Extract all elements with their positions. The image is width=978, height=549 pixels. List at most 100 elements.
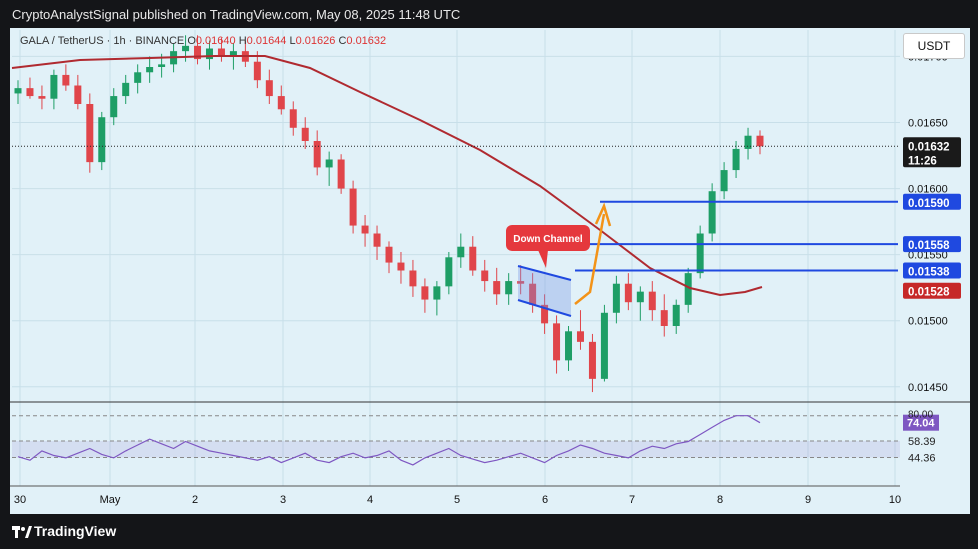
y-tick-label: 0.01550 (908, 250, 948, 262)
candle-body (457, 246, 465, 258)
rsi-value-badge (903, 414, 939, 431)
level-badge-text: 0.01558 (908, 240, 950, 252)
level-badge-text: 0.01538 (908, 267, 950, 279)
candle-body (624, 283, 632, 303)
down-channel-upper (517, 265, 572, 281)
candle-body (732, 148, 740, 171)
candle-body (720, 170, 728, 192)
candle-body (265, 80, 273, 97)
legend-high: 0.01644 (246, 35, 287, 47)
candle-body (122, 82, 130, 97)
rsi-band-upper-label: 58.39 (908, 436, 936, 448)
candle-body (38, 96, 46, 99)
candle-body (277, 96, 285, 110)
publish-text: CryptoAnalystSignal published on Trading… (12, 7, 461, 22)
rsi-band (12, 441, 900, 458)
candle-body (756, 135, 764, 147)
legend-low: 0.01626 (295, 35, 336, 47)
x-tick-label: 4 (367, 494, 373, 506)
candle-body (98, 117, 106, 163)
candle-body (493, 281, 501, 295)
last-price-badge-text: 11:26 (908, 155, 937, 167)
x-tick-label: May (100, 494, 121, 506)
candle-body (62, 74, 70, 86)
candle-body (600, 312, 608, 379)
candle-body (158, 64, 166, 67)
candle-body (289, 109, 297, 128)
candle-body (553, 323, 561, 361)
candle-body (14, 88, 22, 94)
candle-body (648, 291, 656, 311)
candle-body (349, 188, 357, 226)
rsi-line (17, 415, 761, 466)
y-tick-label: 0.01450 (908, 382, 948, 394)
candle-body (26, 88, 34, 97)
x-tick-label: 5 (454, 494, 460, 506)
publish-header: CryptoAnalystSignal published on Trading… (0, 0, 978, 28)
x-tick-label: 10 (889, 494, 901, 506)
candle-body (505, 281, 513, 295)
candle-body (696, 233, 704, 274)
ma-badge-text: 0.01528 (908, 287, 950, 299)
candle-body (205, 48, 213, 60)
candle-body (481, 270, 489, 282)
moving-average-line (11, 55, 763, 297)
candle-body (253, 61, 261, 81)
annotation-box (506, 225, 590, 251)
x-tick-label: 30 (14, 494, 26, 506)
candle-body (182, 45, 190, 52)
candle-body (313, 141, 321, 168)
level-badge (903, 262, 961, 279)
candle-body (612, 283, 620, 313)
candle-body (576, 331, 584, 342)
level-badge-text: 0.01590 (908, 198, 950, 210)
rsi-value-label: 74.04 (907, 418, 935, 430)
candle-body (541, 304, 549, 324)
candle-body (409, 270, 417, 287)
candle-body (588, 341, 596, 379)
legend-high-label: H (238, 35, 247, 47)
candle-body (708, 191, 716, 234)
level-badge (903, 193, 961, 210)
candle-body (74, 85, 82, 104)
candle-body (421, 286, 429, 300)
candle-body (636, 291, 644, 303)
candle-body (337, 159, 345, 189)
x-tick-label: 3 (280, 494, 286, 506)
last-price-badge (903, 137, 961, 168)
candle-body (217, 48, 225, 57)
candle-body (397, 262, 405, 271)
candle-body (373, 233, 381, 247)
candle-body (146, 67, 154, 73)
y-tick-label: 0.01500 (908, 316, 948, 328)
y-tick-label: 0.01600 (908, 184, 948, 196)
rsi-band-lower-label: 44.36 (908, 452, 936, 464)
candle-body (529, 283, 537, 305)
level-badge (903, 236, 961, 253)
legend-close: 0.01632 (346, 35, 387, 47)
last-price-badge-text: 0.01632 (908, 141, 950, 153)
candle-body (565, 331, 573, 361)
legend-open: 0.01640 (195, 35, 236, 47)
candle-body (684, 273, 692, 305)
y-tick-label: 0.01650 (908, 118, 948, 130)
tradingview-brand: TradingView (34, 523, 117, 539)
x-tick-label: 7 (629, 494, 635, 506)
candle-body (433, 286, 441, 300)
candle-body (86, 104, 94, 163)
x-tick-label: 2 (192, 494, 198, 506)
candle-body (134, 72, 142, 83)
rsi-upper-label: 80.00 (908, 410, 933, 421)
symbol-legend: GALA / TetherUS · 1h · BINANCE O0.01640 … (20, 35, 386, 47)
x-tick-label: 8 (717, 494, 723, 506)
currency-button[interactable]: USDT (903, 33, 965, 59)
ma-badge (903, 282, 961, 299)
candle-body (229, 51, 237, 57)
candle-body (744, 135, 752, 149)
candle-body (194, 45, 202, 60)
legend-low-label: L (289, 35, 296, 47)
footer: TradingView (0, 514, 978, 549)
candle-body (660, 310, 668, 326)
candle-body (325, 159, 333, 168)
